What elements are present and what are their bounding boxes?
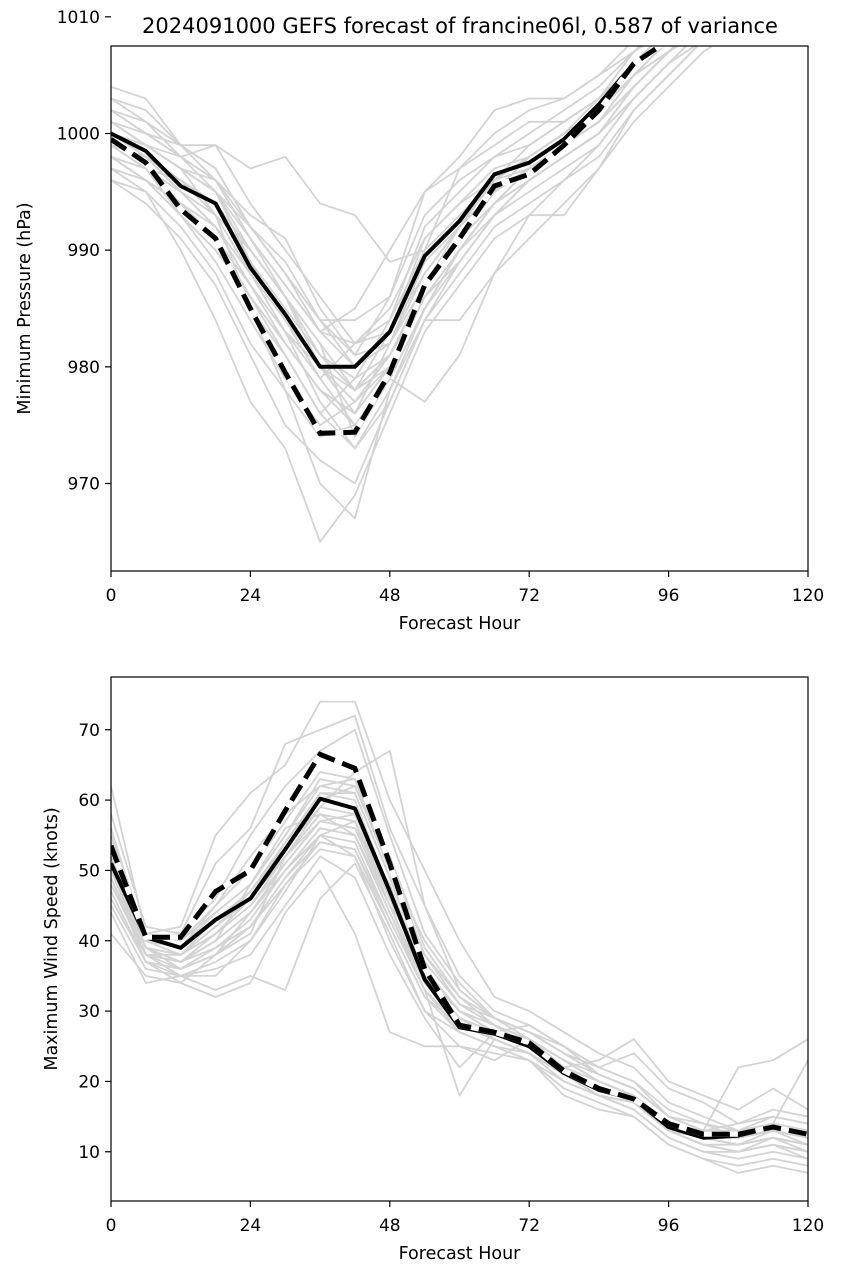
wind-x-tick-label: 0 (106, 1216, 117, 1236)
pressure-x-axis-label: Forecast Hour (399, 614, 522, 634)
wind-panel: 0 24 48 72 96 120 10 20 30 40 50 60 70 Forecast Hou… (42, 676, 824, 1264)
wind-y-ticks: 10 20 30 40 50 60 70 (78, 721, 111, 1163)
wind-y-tick-label: 70 (78, 721, 100, 741)
wind-ensemble-member-23 (111, 771, 808, 1139)
wind-y-tick-label: 20 (78, 1072, 100, 1092)
wind-y-tick-label: 40 (78, 932, 100, 952)
wind-x-tick-label: 120 (792, 1216, 824, 1236)
pressure-ensemble-member-14 (111, 46, 688, 543)
wind-x-tick-label: 96 (658, 1216, 680, 1236)
wind-x-tick-label: 48 (379, 1216, 401, 1236)
pressure-y-tick-label: 1000 (57, 125, 100, 145)
pressure-y-tick-label: 990 (68, 241, 100, 261)
wind-ensemble-member-13 (111, 855, 808, 1125)
wind-mean-lines (111, 751, 808, 1140)
wind-y-axis-label: Maximum Wind Speed (knots) (42, 807, 62, 1070)
pressure-panel: 0 24 48 72 96 120 970 980 990 1000 1010 Forecast … (15, 8, 824, 634)
wind-highlight-dashed-line (111, 751, 808, 1137)
pressure-y-axis-label: Minimum Pressure (hPa) (15, 202, 35, 414)
wind-y-tick-label: 50 (78, 861, 100, 881)
pressure-y-tick-label: 1010 (57, 8, 100, 28)
wind-x-axis-label: Forecast Hour (399, 1244, 522, 1264)
wind-ensemble-member-2 (111, 714, 808, 1139)
wind-y-tick-label: 60 (78, 791, 100, 811)
pressure-highlight-dashed-line (111, 46, 665, 436)
pressure-ensemble-lines (111, 46, 714, 543)
pressure-ensemble-mean-line (111, 46, 664, 369)
pressure-x-tick-label: 24 (240, 586, 262, 606)
wind-axes-frame (110, 676, 809, 1202)
pressure-ensemble-member-3 (111, 46, 645, 263)
wind-x-ticks: 0 24 48 72 96 120 (106, 1201, 824, 1236)
pressure-mean-lines (111, 46, 665, 436)
pressure-x-tick-label: 120 (792, 586, 824, 606)
pressure-ensemble-member-2 (111, 46, 645, 345)
wind-y-tick-label: 30 (78, 1002, 100, 1022)
pressure-x-tick-label: 0 (106, 586, 117, 606)
pressure-ensemble-member-28 (111, 46, 679, 427)
wind-ensemble-member-24 (111, 841, 808, 1160)
pressure-x-ticks: 0 24 48 72 96 120 (106, 571, 824, 606)
pressure-ensemble-member-27 (111, 46, 665, 368)
wind-x-tick-label: 24 (240, 1216, 262, 1236)
wind-ensemble-member-1 (111, 700, 808, 1132)
pressure-axes-frame (110, 45, 809, 572)
pressure-ensemble-member-5 (111, 46, 641, 333)
pressure-y-tick-label: 970 (68, 475, 100, 495)
pressure-x-tick-label: 72 (518, 586, 540, 606)
pressure-y-ticks: 970 980 990 1000 1010 (57, 8, 111, 495)
wind-x-tick-label: 72 (518, 1216, 540, 1236)
pressure-ensemble-member-4 (111, 46, 662, 357)
pressure-x-tick-label: 96 (658, 586, 680, 606)
pressure-x-tick-label: 48 (379, 586, 401, 606)
pressure-ensemble-member-7 (111, 46, 665, 380)
pressure-y-tick-label: 980 (68, 358, 100, 378)
chart-title: 2024091000 GEFS forecast of francine06l,… (142, 14, 778, 38)
wind-y-tick-label: 10 (78, 1143, 100, 1163)
wind-ensemble-member-14 (111, 834, 808, 1111)
